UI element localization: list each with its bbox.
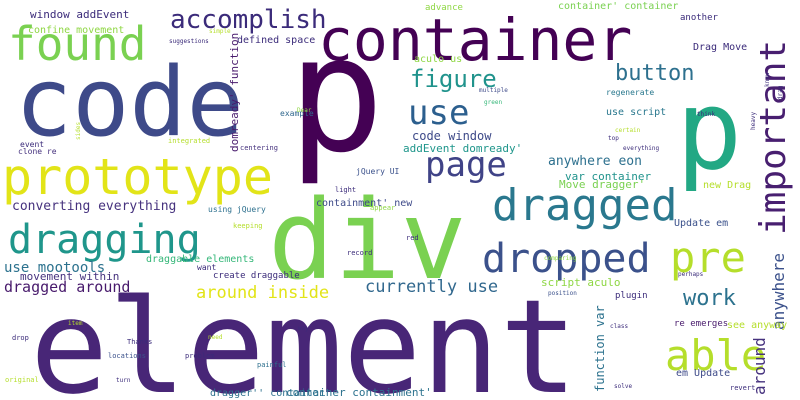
word-cloud-word: certain — [615, 127, 641, 134]
word-cloud-word: keeping — [233, 222, 263, 230]
word-cloud-word: heavy — [750, 112, 757, 130]
word-cloud-word: record — [347, 249, 372, 257]
word-cloud-word: accomplish — [170, 5, 327, 35]
word-cloud-word: code window — [412, 129, 492, 143]
word-cloud-word: new Drag — [703, 180, 751, 191]
word-cloud-word: around inside — [196, 283, 329, 303]
word-cloud-word: think — [697, 111, 715, 118]
word-cloud-word: way — [298, 325, 309, 332]
word-cloud-word: simple — [209, 28, 231, 35]
word-cloud-word: aculo us — [414, 54, 462, 65]
word-cloud-word: comparing — [544, 255, 577, 262]
word-cloud-word: function var — [593, 305, 607, 392]
word-cloud-word: confine movement — [28, 25, 124, 36]
word-cloud-word: class — [610, 323, 628, 330]
word-cloud-word: perhaps — [678, 271, 704, 278]
word-cloud-word: Update em — [674, 218, 728, 229]
word-cloud-word: script aculo — [541, 276, 620, 289]
word-cloud-word: using jQuery — [208, 205, 266, 214]
word-cloud-word: original — [5, 376, 39, 384]
word-cloud-word: see anyway — [727, 320, 787, 331]
word-cloud-word: em Update — [676, 368, 730, 379]
word-cloud-word: Dear — [297, 107, 312, 114]
word-cloud-word: drop — [12, 334, 29, 342]
word-cloud-word: currently use — [365, 277, 498, 297]
word-cloud-word: sides — [75, 122, 82, 140]
word-cloud-word: container' container — [558, 1, 678, 12]
word-cloud-word: Thanks — [127, 338, 152, 346]
word-cloud-word: create draggable — [213, 271, 300, 281]
word-cloud-word: green — [484, 99, 502, 106]
word-cloud-word: everything — [623, 145, 660, 152]
word-cloud-word: prototype — [2, 148, 273, 206]
word-cloud-word: item — [68, 320, 83, 327]
word-cloud-word: button — [615, 61, 694, 86]
word-cloud-word: container — [318, 6, 632, 74]
word-cloud-word: red — [406, 234, 419, 242]
word-cloud-word: advance — [425, 3, 463, 13]
word-cloud-word: want — [197, 263, 216, 272]
word-cloud-word: another — [680, 13, 719, 23]
word-cloud-word: suggestions — [169, 38, 209, 45]
word-cloud-word: use script — [606, 107, 666, 118]
word-cloud-word: appear — [370, 204, 395, 212]
word-cloud-word: container containment' — [286, 386, 432, 399]
word-cloud-word: movement within — [20, 270, 119, 283]
word-cloud-word: regenerate — [606, 88, 654, 97]
word-cloud-word: integrated — [168, 137, 210, 145]
word-cloud-word: re emerges — [674, 319, 728, 329]
word-cloud-word: problem — [185, 352, 215, 360]
word-cloud-word: addEvent domready' — [403, 142, 522, 155]
word-cloud-word: painful — [257, 361, 287, 369]
word-cloud-word: drag — [777, 85, 784, 100]
word-cloud-word: top — [608, 135, 619, 142]
word-cloud-word: defined space — [237, 35, 315, 46]
word-cloud-word: turn — [116, 377, 131, 384]
word-cloud-word: use — [408, 93, 469, 133]
word-cloud-word: jQuery UI — [356, 167, 400, 176]
word-cloud-word: clone re — [18, 147, 57, 156]
word-cloud-word: domready' function — [228, 33, 241, 152]
word-cloud-word: anywhere — [769, 253, 788, 330]
word-cloud-word: revert — [730, 384, 755, 392]
word-cloud-word: need — [208, 334, 223, 341]
word-cloud-word: Move dragger' — [559, 178, 645, 191]
word-cloud-word: important — [753, 40, 794, 235]
word-cloud-word: anywhere eon — [548, 154, 642, 169]
word-cloud-word: know — [764, 72, 771, 87]
word-cloud-word: plugin — [615, 291, 648, 301]
word-cloud-word: solve — [614, 383, 632, 390]
word-cloud-word: locations — [108, 352, 146, 360]
word-cloud-word: work — [683, 286, 736, 311]
word-cloud-word: light — [335, 186, 356, 194]
word-cloud-word: centering — [240, 144, 278, 152]
word-cloud-word: window addEvent — [30, 8, 129, 21]
word-cloud-word: containment' new — [316, 198, 413, 209]
word-cloud-word: multiple — [479, 87, 508, 94]
word-cloud-word: Drag Move — [693, 42, 747, 53]
word-cloud-word: converting everything — [12, 199, 176, 214]
word-cloud-word: position — [548, 290, 577, 297]
